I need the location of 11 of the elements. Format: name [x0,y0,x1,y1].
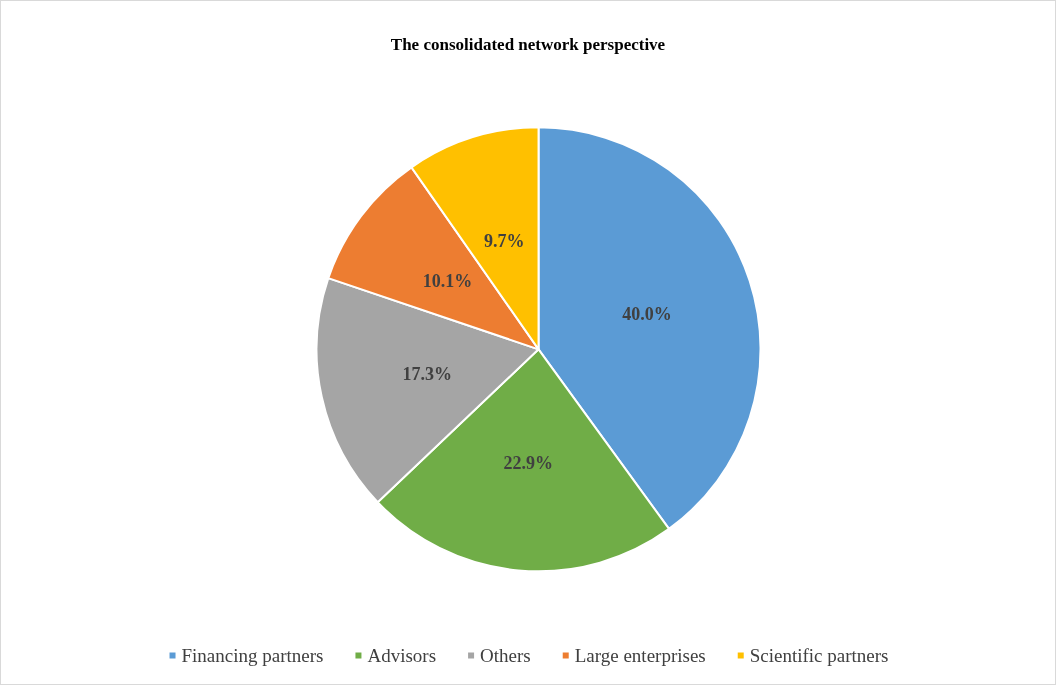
legend-label: Financing partners [181,645,324,666]
legend-label: Large enterprises [574,645,706,666]
legend-label: Advisors [367,645,437,666]
legend-label: Others [480,645,531,666]
data-label: 17.3% [402,363,452,384]
data-label: 9.7% [484,230,525,251]
data-label: 40.0% [622,304,672,325]
chart-title: The consolidated network perspective [390,35,666,54]
legend-label: Scientific partners [749,645,889,666]
data-label: 22.9% [503,452,553,473]
data-label: 10.1% [422,270,473,291]
